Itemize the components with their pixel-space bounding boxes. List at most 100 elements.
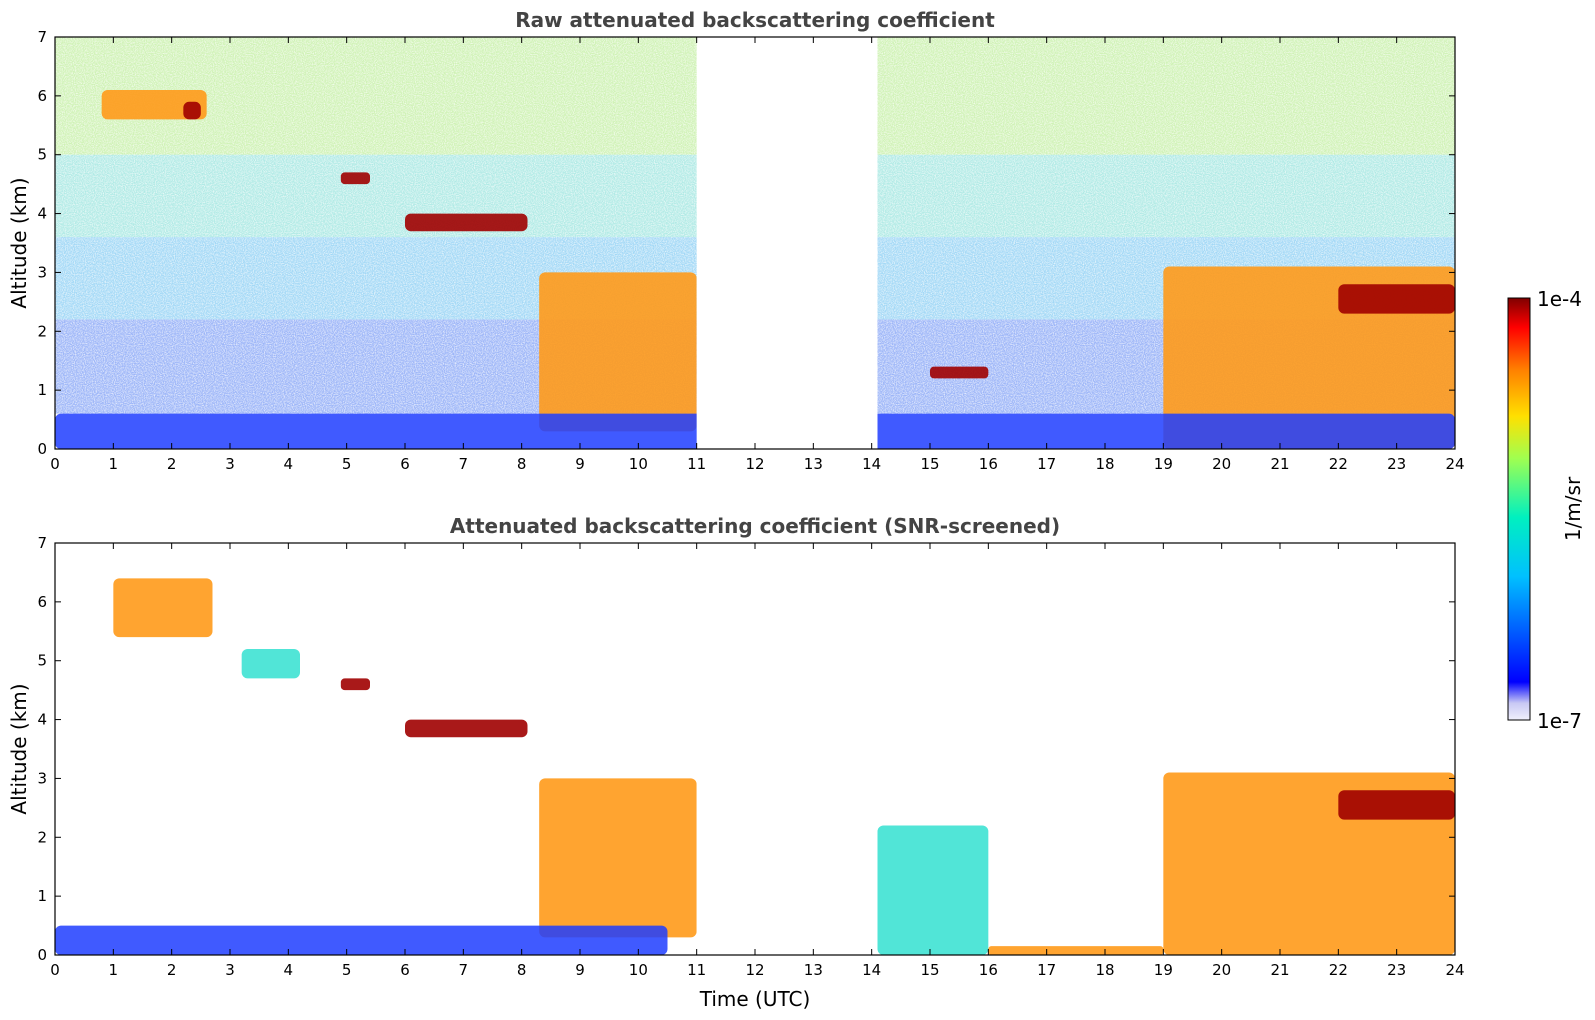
x-tick: 22	[1329, 543, 1348, 979]
panel1-heatmap	[55, 37, 1455, 449]
x-tick-label: 5	[342, 455, 352, 473]
x-tick-label: 12	[745, 961, 764, 979]
y-tick-label: 0	[37, 440, 47, 458]
no-data-gap	[696, 543, 878, 955]
x-tick: 9	[575, 37, 585, 473]
x-tick-label: 9	[575, 455, 585, 473]
y-tick: 6	[37, 593, 1455, 611]
x-tick-label: 18	[1095, 961, 1114, 979]
y-tick: 3	[37, 769, 1455, 787]
x-tick: 20	[1212, 543, 1231, 979]
y-tick: 2	[37, 828, 1455, 846]
heatmap-feature	[930, 366, 989, 379]
x-tick-label: 4	[284, 961, 294, 979]
x-tick: 16	[979, 37, 998, 473]
y-tick-label: 7	[37, 28, 47, 46]
x-tick-label: 4	[284, 455, 294, 473]
colorbar-min-label: 1e-7	[1537, 709, 1582, 733]
y-tick: 7	[37, 28, 1455, 46]
y-tick-label: 2	[37, 828, 47, 846]
heatmap-feature	[241, 648, 300, 679]
heatmap-feature	[340, 678, 370, 691]
x-tick: 17	[1037, 543, 1056, 979]
x-tick: 13	[804, 37, 823, 473]
x-tick-label: 19	[1154, 455, 1173, 473]
x-tick-label: 12	[745, 455, 764, 473]
x-tick-label: 10	[629, 961, 648, 979]
colorbar-unit-label: 1/m/sr	[1561, 476, 1585, 541]
heatmap-feature	[539, 778, 697, 938]
x-tick: 9	[575, 543, 585, 979]
x-tick-label: 22	[1329, 961, 1348, 979]
x-tick-label: 23	[1387, 961, 1406, 979]
panel2-ylabel: Altitude (km)	[7, 683, 31, 814]
x-tick-label: 8	[517, 455, 527, 473]
x-tick-label: 15	[920, 961, 939, 979]
heatmap-feature	[405, 719, 528, 738]
x-tick-label: 13	[804, 961, 823, 979]
y-tick: 2	[37, 322, 1455, 340]
x-tick: 4	[284, 543, 294, 979]
y-tick: 1	[37, 381, 1455, 399]
x-tick-label: 22	[1329, 455, 1348, 473]
y-tick: 4	[37, 711, 1455, 729]
x-tick-label: 14	[862, 961, 881, 979]
colorbar-max-label: 1e-4	[1537, 287, 1582, 311]
panel2-title: Attenuated backscattering coefficient (S…	[450, 514, 1060, 538]
x-tick: 24	[1445, 37, 1465, 473]
x-tick-label: 20	[1212, 455, 1231, 473]
panel1-ylabel: Altitude (km)	[7, 177, 31, 308]
heatmap-feature	[55, 925, 668, 955]
x-tick: 8	[517, 37, 527, 473]
colorbar-gradient	[1507, 297, 1531, 721]
panel1-title: Raw attenuated backscattering coefficien…	[515, 8, 995, 32]
x-tick: 0	[50, 543, 60, 979]
y-tick: 5	[37, 146, 1455, 164]
x-tick: 24	[1445, 543, 1465, 979]
heatmap-feature	[1338, 284, 1455, 314]
y-tick-label: 2	[37, 322, 47, 340]
panel-raw: Raw attenuated backscattering coefficien…	[7, 8, 1465, 473]
x-tick-label: 3	[225, 455, 235, 473]
x-tick-label: 6	[400, 961, 410, 979]
x-tick: 13	[804, 543, 823, 979]
y-tick-label: 6	[37, 593, 47, 611]
x-tick: 1	[109, 543, 118, 979]
x-tick-label: 6	[400, 455, 410, 473]
x-tick-label: 16	[979, 455, 998, 473]
x-tick-label: 11	[687, 961, 706, 979]
x-tick-label: 15	[920, 455, 939, 473]
x-tick: 19	[1154, 37, 1173, 473]
x-tick: 22	[1329, 37, 1348, 473]
y-tick-label: 5	[37, 652, 47, 670]
panel2-x-ticks: 0 1 2 3 4 5 6 7 8 9 10 11 12 13 14 15 16 17 18 19 20 21 22 23 24	[50, 543, 1465, 979]
x-tick: 14	[862, 37, 881, 473]
x-tick-label: 24	[1445, 961, 1464, 979]
x-tick-label: 9	[575, 961, 585, 979]
x-tick-label: 3	[225, 961, 235, 979]
x-tick: 7	[459, 37, 468, 473]
heatmap-feature	[101, 89, 207, 120]
panel2-y-ticks: 0 1 2 3 4 5 6 7	[37, 534, 1455, 964]
y-tick: 3	[37, 263, 1455, 281]
x-tick: 19	[1154, 543, 1173, 979]
heatmap-feature	[340, 172, 370, 185]
x-tick: 11	[687, 37, 706, 473]
x-tick-label: 11	[687, 455, 706, 473]
y-tick-label: 3	[37, 263, 47, 281]
x-tick: 18	[1095, 543, 1115, 979]
x-tick-label: 10	[629, 455, 648, 473]
x-tick: 16	[979, 543, 998, 979]
heatmap-feature	[539, 272, 697, 432]
x-tick: 23	[1387, 37, 1406, 473]
x-tick: 10	[629, 37, 648, 473]
x-tick-label: 2	[167, 961, 177, 979]
x-tick-label: 17	[1037, 961, 1056, 979]
no-data-gap	[696, 37, 878, 449]
x-tick: 11	[687, 543, 706, 979]
x-tick: 15	[920, 543, 940, 979]
panel-snr: Attenuated backscattering coefficient (S…	[7, 514, 1465, 1011]
y-tick-label: 7	[37, 534, 47, 552]
x-tick: 6	[400, 543, 410, 979]
y-tick: 0	[37, 440, 1455, 458]
